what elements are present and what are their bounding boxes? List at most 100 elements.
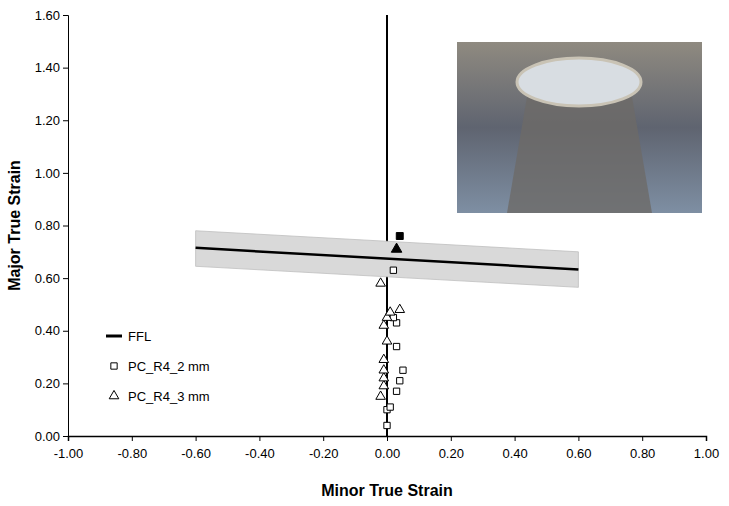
inset-photo [457,42,702,213]
x-tick: -0.60 [181,436,211,461]
point [379,354,389,362]
point [393,343,399,349]
x-tick-label: 0.20 [439,446,464,461]
x-tick-mark [323,436,324,441]
x-tick: 1.00 [694,436,719,461]
x-tick-label: 1.00 [694,446,719,461]
point [393,388,399,394]
y-tick: 0.20 [35,376,68,391]
y-tick-mark [63,331,68,332]
point [390,267,396,273]
x-tick-mark [515,436,516,441]
y-tick-mark [63,15,68,16]
x-tick: 0.20 [439,436,464,461]
x-tick-mark [132,436,133,441]
x-tick-mark [578,436,579,441]
point [379,365,389,373]
x-tick-label: 0.40 [502,446,527,461]
y-tick: 0.40 [35,323,68,338]
x-tick-mark [259,436,260,441]
x-tick-label: -0.60 [181,446,211,461]
y-tick-mark [63,173,68,174]
x-tick-label: 0.60 [566,446,591,461]
x-tick: 0.80 [630,436,655,461]
legend-swatch [109,390,119,398]
point [379,373,389,381]
point [385,307,395,315]
plot-area: -1.00 -0.80 -0.60 -0.40 -0.20 0.00 0.20 0.40 0.6… [35,8,719,462]
x-tick: 0.00 [375,436,400,461]
x-tick-mark [387,436,388,441]
legend-label: PC_R4_2 mm [128,359,210,374]
point [379,380,389,388]
legend-swatch [106,335,122,338]
y-tick-mark [63,120,68,121]
legend-entry: FFL [106,329,151,344]
x-axis: -1.00 -0.80 -0.60 -0.40 -0.20 0.00 0.20 0.40 0.6… [54,436,719,461]
inset-photo-background [457,42,702,213]
point [396,233,403,240]
y-tick-label: 1.60 [35,8,60,23]
x-tick: 0.60 [566,436,591,461]
y-tick-label: 1.20 [35,113,60,128]
x-tick: -0.80 [117,436,147,461]
x-tick: -0.20 [309,436,339,461]
y-axis: 0.00 0.20 0.40 0.60 0.80 1.00 1.20 1.40 1.60 [35,8,69,444]
y-tick-mark [63,68,68,69]
y-tick: 0.00 [35,429,68,444]
x-tick-label: -0.80 [117,446,147,461]
legend-swatch [111,363,117,369]
y-axis-title: Major True Strain [6,160,23,291]
point [382,336,392,344]
y-tick-label: 0.20 [35,376,60,391]
x-tick: 0.40 [502,436,527,461]
y-tick-label: 0.00 [35,429,60,444]
y-tick: 0.60 [35,271,68,286]
ffl-line [196,248,579,270]
legend-entry: PC_R4_3 mm [109,389,209,404]
y-tick-mark [63,436,68,437]
y-tick-label: 0.60 [35,271,60,286]
x-tick-label: -0.40 [245,446,275,461]
y-tick: 1.00 [35,166,68,181]
legend: FFL PC_R4_2 mm PC_R4_3 mm [106,329,210,404]
point [379,320,389,328]
x-tick-label: -0.20 [309,446,339,461]
y-axis-line [63,16,69,437]
x-tick-mark [196,436,197,441]
inset-photo-rim [517,58,641,106]
x-tick-mark [642,436,643,441]
y-tick: 1.20 [35,113,68,128]
x-axis-title: Minor True Strain [321,482,453,499]
x-tick-mark [706,436,707,441]
legend-label: FFL [128,329,151,344]
data-marks [196,231,579,429]
point [376,391,386,399]
y-tick-label: 0.80 [35,218,60,233]
x-tick-label: 0.00 [375,446,400,461]
y-tick-label: 0.40 [35,323,60,338]
chart: -1.00 -0.80 -0.60 -0.40 -0.20 0.00 0.20 0.40 0.6… [0,0,729,506]
y-tick-label: 1.40 [35,60,60,75]
x-axis-line [69,437,707,442]
point [391,243,402,252]
point [395,304,405,312]
y-tick: 0.80 [35,218,68,233]
y-tick-mark [63,226,68,227]
point [400,367,406,373]
x-tick-label: 0.80 [630,446,655,461]
x-tick-label: -1.00 [54,446,84,461]
legend-label: PC_R4_3 mm [128,389,210,404]
y-tick-mark [63,278,68,279]
point [397,378,403,384]
ffl-band [196,231,579,288]
y-tick: 1.40 [35,60,68,75]
point [387,404,393,410]
point [384,422,390,428]
legend-entry: PC_R4_2 mm [111,359,210,374]
y-tick: 1.60 [35,8,68,23]
y-tick-label: 1.00 [35,166,60,181]
y-tick-mark [63,383,68,384]
x-tick-mark [451,436,452,441]
x-tick: -0.40 [245,436,275,461]
